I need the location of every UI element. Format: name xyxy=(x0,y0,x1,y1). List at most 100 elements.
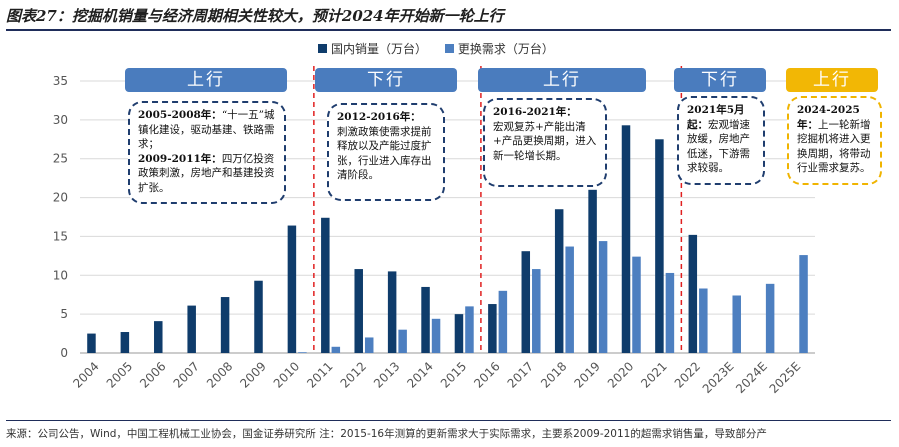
bar-replacement xyxy=(799,255,808,353)
x-tick-label: 2006 xyxy=(137,359,168,390)
bar-domestic xyxy=(488,304,497,353)
phase-badge-up-1: 上行 xyxy=(125,68,287,92)
x-tick-label: 2013 xyxy=(371,359,402,390)
note-head-2005-2008: 2005-2008年： xyxy=(138,109,222,121)
y-tick-label: 15 xyxy=(53,229,68,243)
y-tick-label: 30 xyxy=(53,113,68,127)
y-tick-label: 20 xyxy=(53,191,68,205)
phase-badge-down-1: 下行 xyxy=(315,68,457,92)
legend-swatch-replacement xyxy=(444,44,454,53)
x-tick-label: 2007 xyxy=(171,359,202,390)
phase-badge-down-2: 下行 xyxy=(674,68,766,92)
note-body-2024-2025: 上一轮新增挖掘机将进入更换周期，将带动行业需求复苏。 xyxy=(797,118,871,175)
bar-domestic xyxy=(454,314,464,353)
source-note: 来源：公司公告，Wind，中国工程机械工业协会，国金证券研究所 注：2015-1… xyxy=(6,428,767,440)
bar-domestic xyxy=(521,251,531,353)
bar-replacement xyxy=(465,306,474,353)
x-tick-label: 2004 xyxy=(70,359,101,390)
x-tick-label: 2019 xyxy=(571,359,602,390)
note-body-2021-may: 宏观增速放缓，房地产低迷，下游需求较弱。 xyxy=(687,118,750,175)
x-tick-label: 2015 xyxy=(438,359,469,390)
note-head-2021-may: 2021年5月起： xyxy=(687,104,745,131)
bar-domestic xyxy=(421,286,430,353)
x-tick-label: 2022 xyxy=(672,359,703,390)
note-body-2016-2021: 宏观复苏+产能出清+产品更换周期，进入新一轮增长期。 xyxy=(493,120,597,162)
note-box-2012-2016: 2012-2016年： 刺激政策使需求提前释放以及产能过度扩张，行业进入库存出清… xyxy=(327,103,445,201)
bar-replacement xyxy=(298,352,307,353)
figure-title: 图表27：挖掘机销量与经济周期相关性较大，预计2024年开始新一轮上行 xyxy=(6,7,504,25)
legend-swatch-domestic xyxy=(318,44,327,53)
x-tick-label: 2023E xyxy=(700,359,737,396)
note-box-2016-2021: 2016-2021年： 宏观复苏+产能出清+产品更换周期，进入新一轮增长期。 xyxy=(483,98,607,187)
note-head-2012-2016: 2012-2016年： xyxy=(337,111,421,123)
x-tick-label: 2005 xyxy=(104,359,135,390)
x-tick-label: 2017 xyxy=(505,359,536,390)
x-tick-label: 2024E xyxy=(733,359,770,396)
bar-replacement xyxy=(632,256,641,353)
bar-domestic xyxy=(254,280,263,353)
phase-badge-up-2: 上行 xyxy=(478,68,646,92)
title-rule xyxy=(6,29,891,31)
note-head-2016-2021: 2016-2021年： xyxy=(493,106,577,118)
bar-domestic xyxy=(287,225,297,353)
legend-label-domestic: 国内销量（万台） xyxy=(331,42,428,56)
bar-domestic xyxy=(588,189,597,353)
bar-domestic xyxy=(387,271,397,353)
y-tick-label: 25 xyxy=(53,152,68,166)
note-box-2005-2011: 2005-2008年：“十一五”城镇化建设，驱动基建、铁路需求； 2009-20… xyxy=(128,101,286,204)
bar-replacement xyxy=(699,288,708,353)
bar-domestic xyxy=(220,297,230,353)
x-tick-label: 2020 xyxy=(605,359,636,390)
x-tick-label: 2016 xyxy=(471,359,502,390)
phase-badge-up-3: 上行 xyxy=(786,68,878,92)
x-tick-label: 2008 xyxy=(204,359,235,390)
bar-domestic xyxy=(554,209,564,353)
x-tick-label: 2021 xyxy=(638,359,669,390)
bar-replacement xyxy=(331,346,341,353)
x-tick-label: 2009 xyxy=(237,359,268,390)
bar-domestic xyxy=(655,139,664,353)
legend-item-domestic: 国内销量（万台） xyxy=(318,40,427,57)
x-tick-label: 2025E xyxy=(767,359,804,396)
source-rule xyxy=(6,420,891,421)
chart-legend: 国内销量（万台） 更换需求（万台） xyxy=(318,40,568,57)
bar-replacement xyxy=(532,269,541,353)
note-head-2024-2025: 2024-2025年： xyxy=(797,104,860,131)
bar-replacement xyxy=(398,329,407,353)
note-body-2009-2011: 四万亿投资政策刺激，房地产和基建投资扩张。 xyxy=(138,152,275,194)
x-tick-label: 2018 xyxy=(538,359,569,390)
note-box-2021-may: 2021年5月起：宏观增速放缓，房地产低迷，下游需求较弱。 xyxy=(677,96,765,185)
y-tick-label: 35 xyxy=(53,74,68,88)
bar-replacement xyxy=(732,295,741,353)
bar-domestic xyxy=(87,333,96,353)
bar-domestic xyxy=(354,269,363,353)
legend-item-replacement: 更换需求（万台） xyxy=(444,40,554,57)
bar-replacement xyxy=(565,246,574,353)
note-head-2009-2011: 2009-2011年： xyxy=(138,152,222,165)
bar-domestic xyxy=(187,305,196,353)
x-tick-label: 2012 xyxy=(338,359,369,390)
y-tick-label: 10 xyxy=(53,268,68,282)
y-tick-label: 0 xyxy=(60,346,68,360)
bar-domestic xyxy=(621,125,631,353)
bar-replacement xyxy=(598,241,608,353)
x-tick-label: 2010 xyxy=(271,359,302,390)
note-box-2024-2025: 2024-2025年：上一轮新增挖掘机将进入更换周期，将带动行业需求复苏。 xyxy=(787,96,882,185)
bar-domestic xyxy=(120,332,130,353)
bar-replacement xyxy=(498,290,508,353)
bar-domestic xyxy=(154,321,163,353)
bar-domestic xyxy=(688,234,698,353)
bar-replacement xyxy=(765,283,775,353)
x-tick-label: 2014 xyxy=(404,359,435,390)
bar-replacement xyxy=(665,272,675,353)
note-body-2005-2008: “十一五”城镇化建设，驱动基建、铁路需求； xyxy=(138,109,275,150)
y-tick-label: 5 xyxy=(60,307,68,321)
bar-replacement xyxy=(364,337,374,353)
note-body-2012-2016: 刺激政策使需求提前释放以及产能过度扩张，行业进入库存出清阶段。 xyxy=(337,125,432,182)
bar-replacement xyxy=(431,318,441,353)
x-tick-label: 2011 xyxy=(304,359,335,390)
legend-label-replacement: 更换需求（万台） xyxy=(457,42,554,56)
bar-domestic xyxy=(321,217,330,353)
